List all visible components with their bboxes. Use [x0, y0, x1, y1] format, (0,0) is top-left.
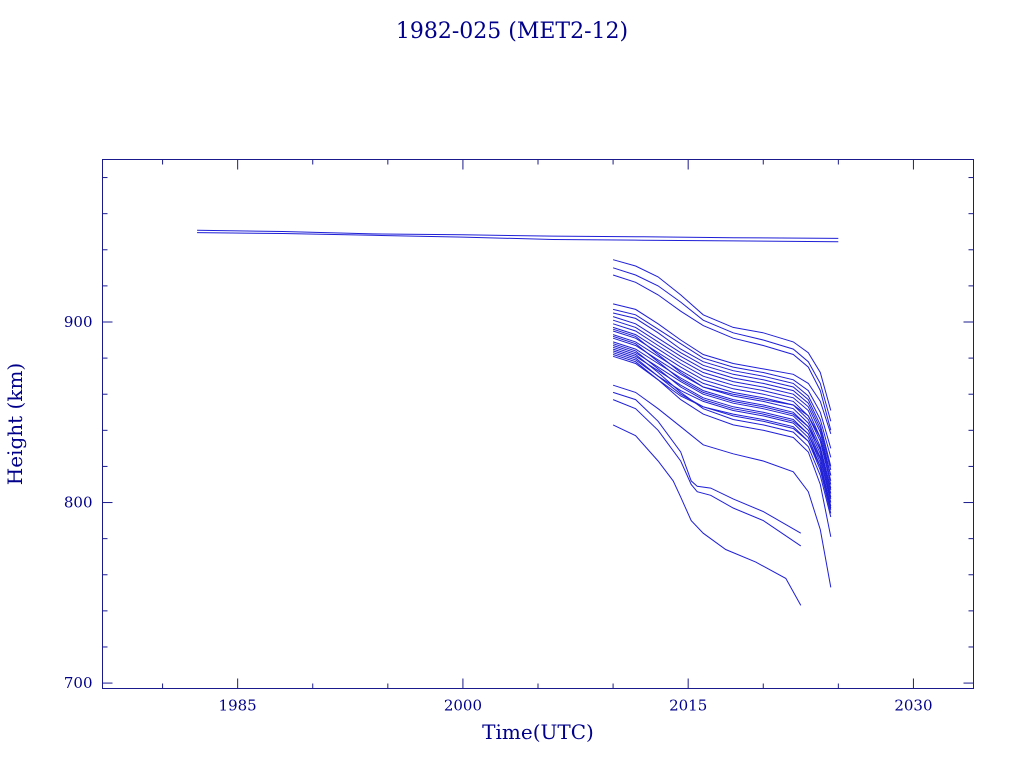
y-tick-label: 800 — [64, 494, 93, 512]
series-line-25 — [612, 346, 832, 518]
series-line-28 — [612, 391, 802, 534]
series-line-11 — [612, 323, 832, 476]
series-line-23 — [612, 343, 832, 500]
y-tick-label: 900 — [64, 313, 93, 331]
series-line-30 — [612, 424, 802, 606]
axis-ticks — [102, 159, 974, 689]
x-tick-label: 2000 — [444, 697, 482, 715]
series-line-12 — [612, 326, 832, 482]
series-line-6 — [612, 303, 832, 435]
x-axis-label: Time(UTC) — [482, 720, 594, 744]
x-tick-label: 1985 — [219, 697, 257, 715]
series-line-1 — [197, 229, 839, 239]
y-tick-label: 700 — [64, 674, 93, 692]
series-line-22 — [612, 335, 832, 489]
x-tick-label: 2030 — [894, 697, 932, 715]
axis-tick-labels: 1985 2000 2015 2030 700 800 900 — [64, 313, 933, 715]
series-line-29 — [612, 399, 802, 547]
series-line-3 — [612, 259, 832, 411]
y-axis-label: Height (km) — [3, 363, 27, 485]
series-line-9 — [612, 316, 832, 467]
series-line-4 — [612, 267, 832, 422]
series-line-7 — [612, 308, 832, 449]
series-line-26 — [612, 354, 832, 537]
chart-title: 1982-025 (MET2-12) — [396, 19, 628, 44]
series-line-21 — [612, 328, 832, 476]
series-lines — [197, 229, 839, 606]
series-line-20 — [612, 355, 832, 514]
series-line-5 — [612, 274, 832, 431]
x-tick-label: 2015 — [669, 697, 707, 715]
series-line-14 — [612, 334, 832, 491]
series-line-8 — [612, 312, 832, 458]
series-line-2 — [197, 232, 839, 243]
series-line-16 — [612, 341, 832, 498]
series-line-24 — [612, 350, 832, 509]
series-line-13 — [612, 330, 832, 485]
series-line-27 — [612, 384, 832, 588]
series-line-10 — [612, 319, 832, 471]
